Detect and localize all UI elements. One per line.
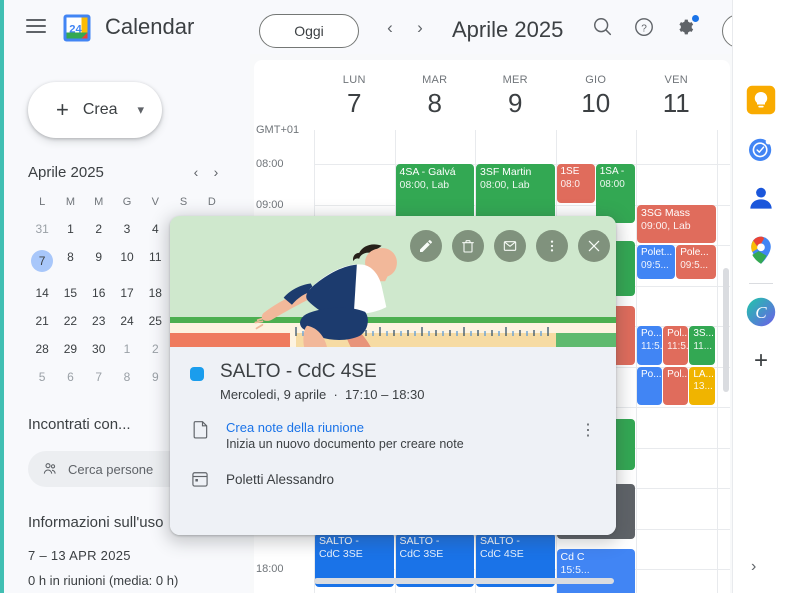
svg-text:?: ? (641, 24, 647, 35)
svg-text:24: 24 (69, 24, 82, 36)
svg-text:C: C (755, 303, 767, 322)
